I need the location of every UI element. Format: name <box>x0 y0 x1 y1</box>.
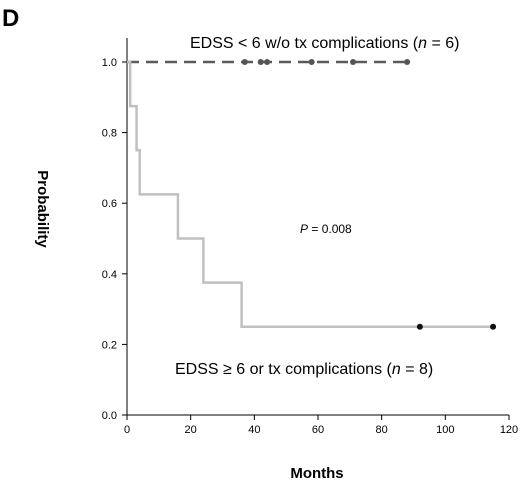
y-tick-label: 0.2 <box>102 339 117 351</box>
series-line-1 <box>127 60 494 328</box>
y-tick-label: 0.6 <box>102 198 117 210</box>
y-axis-title: Probability <box>34 170 51 248</box>
y-tick-label: 0.8 <box>102 128 117 140</box>
x-tick-label: 100 <box>436 424 454 436</box>
y-tick-label: 0.0 <box>102 410 117 422</box>
panel-label: D <box>2 5 19 32</box>
x-tick-label: 80 <box>376 424 388 436</box>
series-label-low-edss: EDSS < 6 w/o tx complications (n = 6) <box>190 35 459 52</box>
series-label-high-edss: EDSS ≥ 6 or tx complications (n = 8) <box>175 361 433 378</box>
censor-mark <box>241 59 248 65</box>
censor-mark <box>350 59 357 65</box>
axes: 0.0 0.2 0.4 0.6 0.8 1.0 0 20 40 60 80 100 120 <box>102 38 518 436</box>
x-tick-label: 60 <box>312 424 324 436</box>
x-tick-label: 0 <box>124 424 130 436</box>
censor-mark <box>264 59 271 65</box>
y-tick-label: 1.0 <box>102 57 117 69</box>
x-axis-title: Months <box>290 465 343 482</box>
x-tick-label: 40 <box>248 424 260 436</box>
censor-mark <box>308 59 315 65</box>
x-tick-label: 20 <box>185 424 197 436</box>
series-layer <box>127 59 497 330</box>
censor-mark <box>257 59 264 65</box>
p-value-annotation: P = 0.008 <box>300 222 352 236</box>
censor-mark <box>404 59 411 65</box>
y-tick-label: 0.4 <box>102 269 117 281</box>
censor-mark <box>490 323 497 330</box>
x-tick-label: 120 <box>500 424 518 436</box>
censor-mark <box>416 323 423 330</box>
